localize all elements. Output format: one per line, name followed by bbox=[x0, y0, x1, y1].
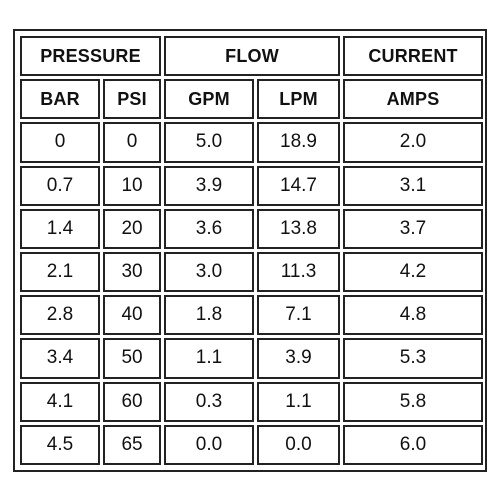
table-row: 2.1 30 3.0 11.3 4.2 bbox=[20, 251, 484, 293]
lpm-cell: 3.9 bbox=[257, 338, 341, 379]
current-header: CURRENT bbox=[343, 36, 484, 77]
table-row: 4.5 65 0.0 0.0 6.0 bbox=[20, 424, 484, 465]
amps-cell: 4.2 bbox=[343, 251, 484, 293]
psi-cell: 50 bbox=[103, 338, 162, 379]
table-row: 2.8 40 1.8 7.1 4.8 bbox=[20, 295, 484, 336]
table-row: 3.4 50 1.1 3.9 5.3 bbox=[20, 338, 484, 379]
amps-cell: 3.1 bbox=[343, 165, 484, 206]
amps-cell: 5.3 bbox=[343, 338, 484, 379]
gpm-cell: 1.8 bbox=[164, 295, 255, 336]
lpm-header: LPM bbox=[257, 79, 341, 120]
table-row: 1.4 20 3.6 13.8 3.7 bbox=[20, 208, 484, 249]
amps-cell: 4.8 bbox=[343, 295, 484, 336]
lpm-cell: 18.9 bbox=[257, 122, 341, 163]
lpm-cell: 14.7 bbox=[257, 165, 341, 206]
bar-header: BAR bbox=[20, 79, 100, 120]
bar-cell: 0.7 bbox=[20, 165, 100, 206]
bar-cell: 0 bbox=[20, 122, 100, 163]
pressure-header: PRESSURE bbox=[20, 36, 162, 77]
bar-cell: 1.4 bbox=[20, 208, 100, 249]
bar-cell: 3.4 bbox=[20, 338, 100, 379]
gpm-cell: 5.0 bbox=[164, 122, 255, 163]
psi-cell: 0 bbox=[103, 122, 162, 163]
amps-cell: 3.7 bbox=[343, 208, 484, 249]
group-header-row: PRESSURE FLOW CURRENT bbox=[20, 36, 484, 77]
lpm-cell: 7.1 bbox=[257, 295, 341, 336]
bar-cell: 2.1 bbox=[20, 251, 100, 293]
gpm-cell: 1.1 bbox=[164, 338, 255, 379]
gpm-header: GPM bbox=[164, 79, 255, 120]
table-row: 0.7 10 3.9 14.7 3.1 bbox=[20, 165, 484, 206]
bar-cell: 4.1 bbox=[20, 381, 100, 422]
bar-cell: 2.8 bbox=[20, 295, 100, 336]
amps-header: AMPS bbox=[343, 79, 484, 120]
performance-table: PRESSURE FLOW CURRENT BAR PSI GPM LPM AM… bbox=[17, 33, 486, 468]
unit-header-row: BAR PSI GPM LPM AMPS bbox=[20, 79, 484, 120]
gpm-cell: 3.6 bbox=[164, 208, 255, 249]
psi-cell: 60 bbox=[103, 381, 162, 422]
performance-table-frame: PRESSURE FLOW CURRENT BAR PSI GPM LPM AM… bbox=[13, 29, 487, 472]
flow-header: FLOW bbox=[164, 36, 341, 77]
gpm-cell: 0.0 bbox=[164, 424, 255, 465]
gpm-cell: 3.0 bbox=[164, 251, 255, 293]
gpm-cell: 3.9 bbox=[164, 165, 255, 206]
amps-cell: 5.8 bbox=[343, 381, 484, 422]
psi-header: PSI bbox=[103, 79, 162, 120]
psi-cell: 40 bbox=[103, 295, 162, 336]
table-row: 0 0 5.0 18.9 2.0 bbox=[20, 122, 484, 163]
psi-cell: 30 bbox=[103, 251, 162, 293]
bar-cell: 4.5 bbox=[20, 424, 100, 465]
amps-cell: 2.0 bbox=[343, 122, 484, 163]
psi-cell: 65 bbox=[103, 424, 162, 465]
psi-cell: 10 bbox=[103, 165, 162, 206]
gpm-cell: 0.3 bbox=[164, 381, 255, 422]
table-row: 4.1 60 0.3 1.1 5.8 bbox=[20, 381, 484, 422]
psi-cell: 20 bbox=[103, 208, 162, 249]
amps-cell: 6.0 bbox=[343, 424, 484, 465]
lpm-cell: 11.3 bbox=[257, 251, 341, 293]
lpm-cell: 0.0 bbox=[257, 424, 341, 465]
lpm-cell: 1.1 bbox=[257, 381, 341, 422]
lpm-cell: 13.8 bbox=[257, 208, 341, 249]
